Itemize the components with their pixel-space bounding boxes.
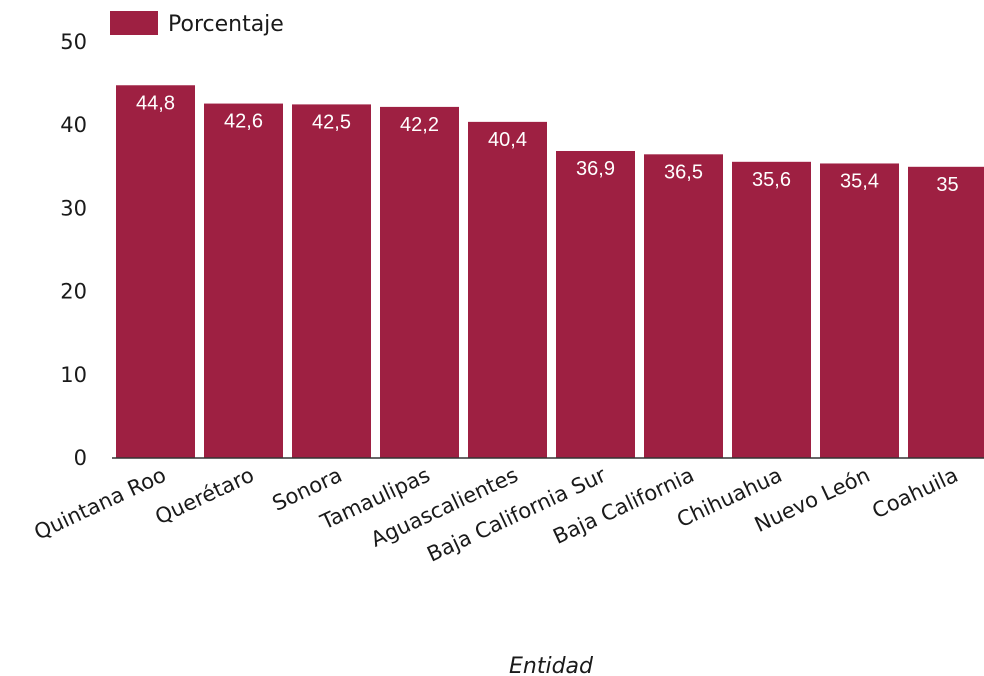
- x-category-label: Quintana Roo: [31, 463, 170, 545]
- bar: [468, 121, 547, 458]
- legend: Porcentaje: [110, 11, 284, 37]
- bar: [820, 163, 899, 459]
- bar-value-label: 44,8: [136, 92, 175, 114]
- bar: [116, 85, 195, 458]
- y-tick-label: 40: [60, 113, 87, 137]
- bar-value-label: 35,4: [840, 170, 879, 192]
- bar-value-label: 36,9: [576, 158, 615, 180]
- y-tick-label: 50: [60, 30, 87, 54]
- y-axis-ticks: 0 10 20 30 40 50: [60, 30, 87, 470]
- bar: [908, 166, 984, 459]
- legend-label: Porcentaje: [168, 12, 284, 37]
- x-category-label: Querétaro: [151, 463, 257, 530]
- y-tick-label: 20: [60, 280, 87, 304]
- y-tick-label: 10: [60, 363, 87, 387]
- bar-value-label: 35: [936, 174, 958, 196]
- x-axis-title: Entidad: [509, 654, 594, 676]
- bar-value-label: 42,6: [224, 111, 263, 133]
- bar-value-label: 42,2: [400, 114, 439, 136]
- bar: [204, 103, 283, 459]
- bar: [380, 106, 459, 458]
- bar: [292, 104, 371, 459]
- legend-swatch: [110, 11, 158, 35]
- bar-value-label: 36,5: [664, 161, 703, 183]
- y-tick-label: 30: [60, 196, 87, 220]
- bars: 44,8 42,6 42,5 42,2 40,4 36,9 36,5 35,6 35,4 35: [116, 85, 984, 459]
- bar-value-label: 40,4: [488, 129, 527, 151]
- bar-value-label: 42,5: [312, 111, 351, 133]
- x-category-label: Coahuila: [869, 463, 962, 523]
- bar-value-label: 35,6: [752, 169, 791, 191]
- y-tick-label: 0: [74, 446, 87, 470]
- bar: [732, 161, 811, 459]
- bar: [556, 150, 635, 458]
- bar: [644, 154, 723, 458]
